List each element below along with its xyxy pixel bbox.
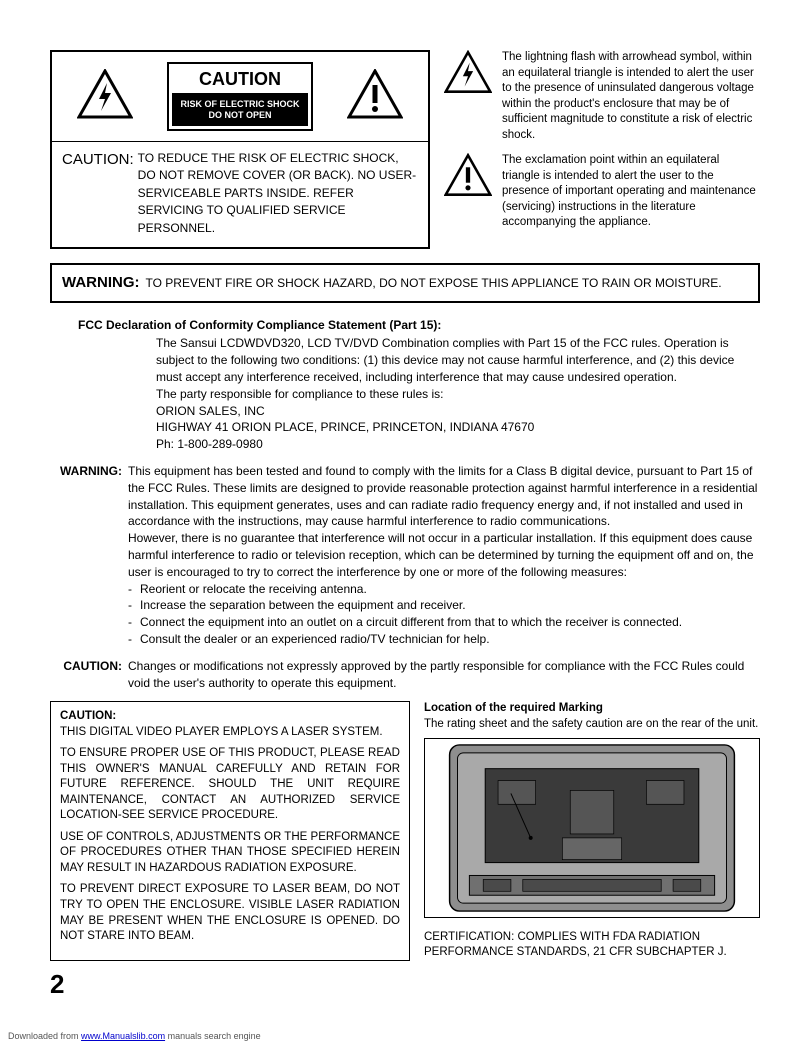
marking-column: Location of the required Marking The rat… (424, 701, 760, 961)
bottom-row: CAUTION: THIS DIGITAL VIDEO PLAYER EMPLO… (50, 701, 760, 961)
lightning-triangle-icon (77, 69, 133, 123)
caution-sub-2: DO NOT OPEN (180, 110, 299, 120)
warning-bullets: Reorient or relocate the receiving anten… (128, 581, 760, 648)
fcc-body: The Sansui LCDWDVD320, LCD TV/DVD Combin… (156, 335, 760, 453)
warning-para1: This equipment has been tested and found… (128, 463, 760, 530)
marking-cert: CERTIFICATION: COMPLIES WITH FDA RADIATI… (424, 930, 760, 961)
fcc-party-name: ORION SALES, INC (156, 403, 760, 420)
top-row: CAUTION RISK OF ELECTRIC SHOCK DO NOT OP… (50, 50, 760, 249)
lightning-explain-row: The lightning flash with arrowhead symbo… (444, 50, 760, 143)
tv-rear-illustration (424, 738, 760, 918)
laser-title: CAUTION: (60, 710, 116, 722)
caution-center-label: CAUTION RISK OF ELECTRIC SHOCK DO NOT OP… (167, 62, 312, 131)
caution-title: CAUTION (172, 67, 307, 91)
caution-box-header: CAUTION RISK OF ELECTRIC SHOCK DO NOT OP… (52, 52, 428, 142)
exclaim-explain-row: The exclamation point within an equilate… (444, 153, 760, 231)
warning-section-body: This equipment has been tested and found… (128, 463, 760, 648)
laser-caution-box: CAUTION: THIS DIGITAL VIDEO PLAYER EMPLO… (50, 701, 410, 961)
warning-bar-label: WARNING: (62, 273, 140, 293)
laser-p2: USE OF CONTROLS, ADJUSTMENTS OR THE PERF… (60, 830, 400, 877)
laser-p3: TO PREVENT DIRECT EXPOSURE TO LASER BEAM… (60, 882, 400, 944)
exclaim-triangle-icon (347, 69, 403, 123)
caution-section: CAUTION: Changes or modifications not ex… (50, 658, 760, 692)
caution-subtitle: RISK OF ELECTRIC SHOCK DO NOT OPEN (172, 93, 307, 126)
warning-section: WARNING: This equipment has been tested … (50, 463, 760, 648)
fcc-body-text: The Sansui LCDWDVD320, LCD TV/DVD Combin… (156, 335, 760, 385)
page-number: 2 (50, 967, 760, 1002)
fcc-party-phone: Ph: 1-800-289-0980 (156, 436, 760, 453)
laser-p1: TO ENSURE PROPER USE OF THIS PRODUCT, PL… (60, 746, 400, 824)
caution-section-label: CAUTION: (50, 658, 128, 692)
manual-page: CAUTION RISK OF ELECTRIC SHOCK DO NOT OP… (0, 0, 800, 1022)
exclaim-explain-text: The exclamation point within an equilate… (502, 153, 760, 231)
symbol-explanations: The lightning flash with arrowhead symbo… (444, 50, 760, 249)
bullet-item: Consult the dealer or an experienced rad… (128, 631, 760, 648)
fcc-party-intro: The party responsible for compliance to … (156, 386, 760, 403)
marking-sub: The rating sheet and the safety caution … (424, 717, 760, 733)
laser-line1: THIS DIGITAL VIDEO PLAYER EMPLOYS A LASE… (60, 726, 383, 738)
marking-title: Location of the required Marking (424, 701, 760, 717)
caution-box-body: CAUTION: TO REDUCE THE RISK OF ELECTRIC … (52, 142, 428, 247)
caution-inline-label: CAUTION: (62, 150, 134, 170)
warning-section-label: WARNING: (50, 463, 128, 648)
caution-box: CAUTION RISK OF ELECTRIC SHOCK DO NOT OP… (50, 50, 430, 249)
warning-para2: However, there is no guarantee that inte… (128, 530, 760, 580)
bullet-item: Connect the equipment into an outlet on … (128, 614, 760, 631)
caution-bottom-text: TO REDUCE THE RISK OF ELECTRIC SHOCK, DO… (138, 150, 418, 237)
caution-section-text: Changes or modifications not expressly a… (128, 658, 760, 692)
warning-bar: WARNING: TO PREVENT FIRE OR SHOCK HAZARD… (50, 263, 760, 303)
exclaim-triangle-icon-small (444, 153, 492, 203)
lightning-triangle-icon-small (444, 50, 492, 100)
fcc-title: FCC Declaration of Conformity Compliance… (78, 317, 760, 333)
fcc-party-addr: HIGHWAY 41 ORION PLACE, PRINCE, PRINCETO… (156, 419, 760, 436)
bullet-item: Reorient or relocate the receiving anten… (128, 581, 760, 598)
warning-bar-text: TO PREVENT FIRE OR SHOCK HAZARD, DO NOT … (146, 273, 722, 291)
bullet-item: Increase the separation between the equi… (128, 597, 760, 614)
caution-sub-1: RISK OF ELECTRIC SHOCK (180, 99, 299, 109)
lightning-explain-text: The lightning flash with arrowhead symbo… (502, 50, 760, 143)
